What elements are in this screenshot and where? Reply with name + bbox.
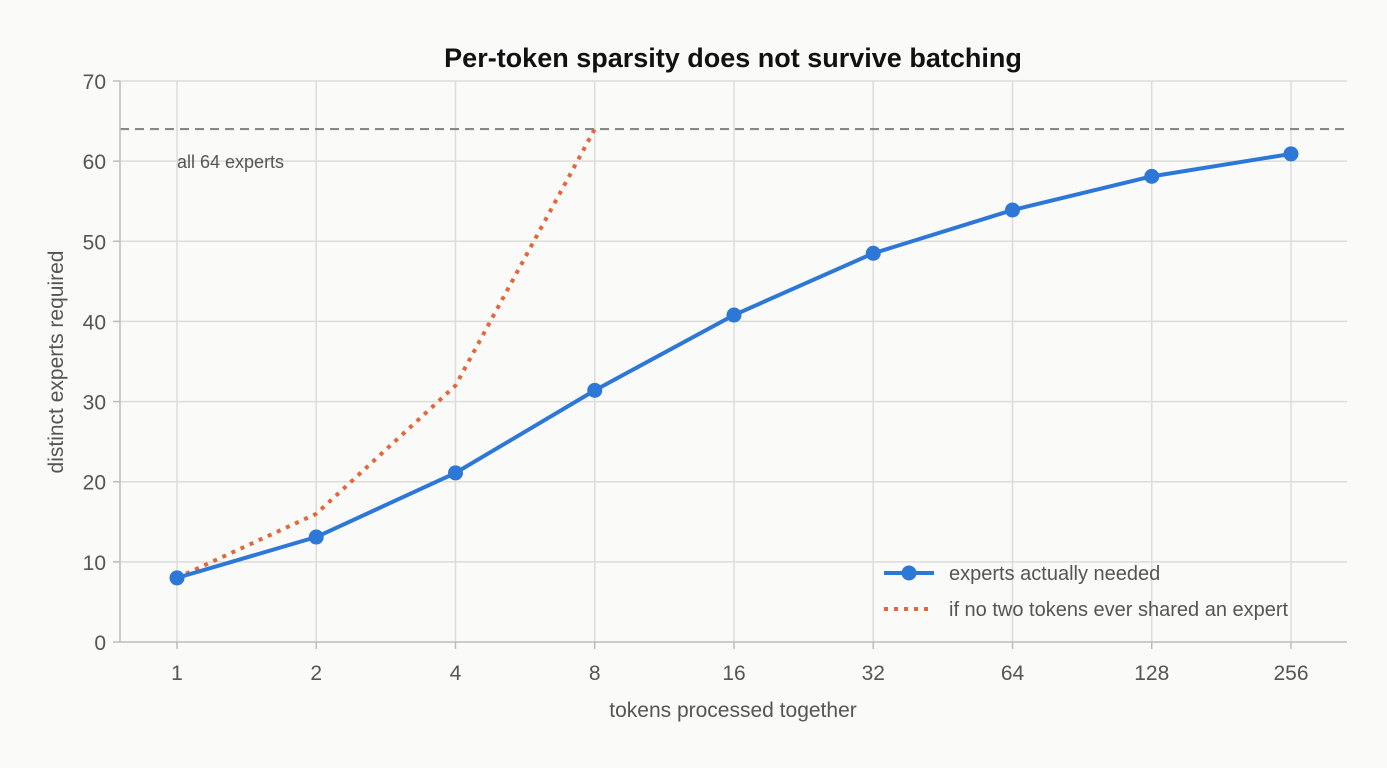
data-point-experts-needed — [1283, 146, 1299, 162]
axis-layer: 0 10 20 30 40 50 60 70 1 2 4 8 16 32 64 128 256 — [83, 71, 1347, 685]
legend: experts actually needed if no two tokens … — [884, 563, 1289, 621]
data-point-experts-needed — [448, 465, 463, 481]
y-tick-label: 10 — [83, 552, 106, 575]
y-axis-label: distinct experts required — [45, 251, 68, 474]
y-tick-label: 30 — [83, 392, 106, 415]
x-tick-label: 256 — [1273, 662, 1308, 685]
data-point-experts-needed — [726, 307, 742, 323]
data-point-experts-needed — [308, 529, 324, 545]
legend-label-no-sharing: if no two tokens ever shared an expert — [949, 599, 1289, 621]
data-point-experts-needed — [587, 382, 603, 398]
y-tick-label: 20 — [83, 472, 106, 495]
x-tick-label: 16 — [722, 662, 745, 685]
y-tick-label: 50 — [83, 231, 106, 254]
legend-marker-experts-needed — [901, 565, 917, 581]
data-point-experts-needed — [1005, 202, 1020, 218]
reference-line-layer: all 64 experts — [120, 127, 1347, 172]
y-tick-label: 0 — [94, 632, 106, 655]
series-layer — [169, 128, 1299, 586]
x-tick-label: 64 — [1001, 662, 1025, 685]
x-tick-label: 2 — [310, 662, 322, 685]
data-point-experts-needed — [169, 570, 185, 586]
x-tick-label: 128 — [1134, 662, 1169, 685]
y-tick-label: 60 — [83, 151, 106, 174]
x-tick-label: 4 — [450, 662, 462, 685]
data-point-experts-needed — [865, 245, 881, 261]
x-tick-label: 32 — [862, 662, 885, 685]
x-tick-label: 8 — [589, 662, 601, 685]
data-point-experts-needed — [1144, 168, 1160, 184]
reference-line-label: all 64 experts — [177, 152, 284, 172]
grid-layer — [120, 80, 1347, 642]
y-tick-label: 40 — [83, 311, 106, 334]
x-axis-label: tokens processed together — [609, 699, 857, 722]
legend-label-experts-needed: experts actually needed — [949, 563, 1160, 585]
y-tick-label: 70 — [83, 71, 106, 94]
x-tick-label: 1 — [171, 662, 183, 685]
chart-title: Per-token sparsity does not survive batc… — [444, 43, 1022, 73]
